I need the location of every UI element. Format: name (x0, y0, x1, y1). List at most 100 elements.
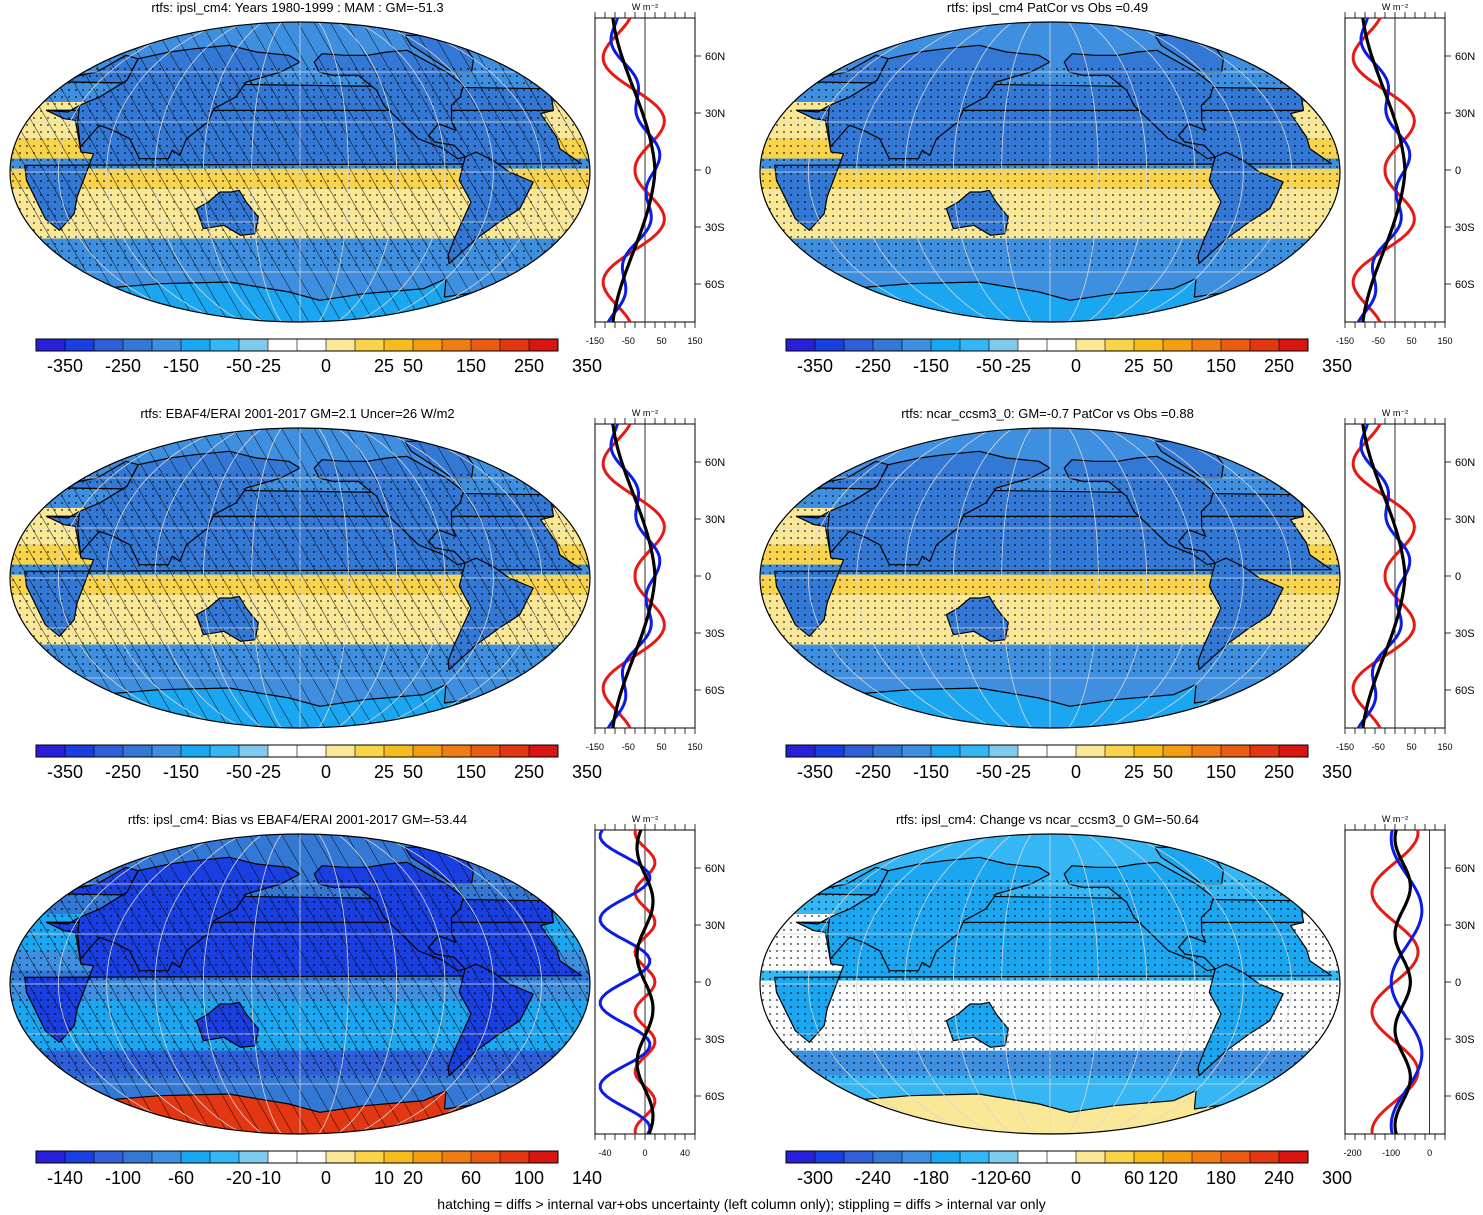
profile-x-label: 150 (687, 742, 702, 752)
graticule-meridian (952, 22, 1013, 322)
profile-x-label: -150 (1336, 336, 1354, 346)
colorbar-swatch (1018, 745, 1048, 757)
colorbar-swatch (1279, 745, 1309, 757)
colorbar-swatch (181, 745, 211, 757)
graticule-meridian (1068, 428, 1099, 728)
colorbar-frame (785, 1150, 1309, 1164)
colorbar-swatch (1134, 1151, 1164, 1163)
graticule-meridian (1106, 834, 1196, 1134)
colorbar-labels: -350 -250 -150 -50 -25 0 25 50 150 250 350 (35, 356, 602, 378)
panel-6: rtfs: ipsl_cm4: Change vs ncar_ccsm3_0 G… (750, 812, 1480, 1212)
colorbar-tick-label: -50 (975, 356, 1003, 376)
panel-title: rtfs: ipsl_cm4: Bias vs EBAF4/ERAI 2001-… (127, 812, 468, 827)
graticule-meridian (106, 428, 226, 728)
graticule-meridian (904, 22, 994, 322)
colorbar-labels: -300 -240 -180 -120 -60 0 60 120 180 240 300 (785, 1168, 1352, 1190)
graticule-meridian (356, 428, 446, 728)
graticule-meridian (807, 834, 957, 1134)
graticule-meridian (904, 428, 994, 728)
colorbar-tick-label: 150 (1205, 356, 1237, 376)
colorbar (35, 744, 559, 758)
colorbar-swatch (181, 1151, 211, 1163)
graticule-meridian (1124, 22, 1244, 322)
colorbar-tick-label: 250 (1263, 762, 1295, 782)
colorbar-swatch (239, 745, 269, 757)
panel-5: rtfs: ipsl_cm4: Bias vs EBAF4/ERAI 2001-… (0, 812, 730, 1212)
colorbar-swatch (1163, 1151, 1193, 1163)
colorbar-swatch (1163, 339, 1193, 351)
graticule-meridian (1087, 22, 1148, 322)
colorbar-tick-label: -300 (796, 1168, 834, 1188)
colorbar-tick-label: 350 (1321, 356, 1353, 376)
colorbar-swatch (786, 339, 816, 351)
colorbar-swatch (36, 339, 66, 351)
colorbar-swatch (786, 1151, 816, 1163)
colorbar-tick-label: 150 (1205, 762, 1237, 782)
colorbar-tick-label: -50 (225, 356, 253, 376)
colorbar-swatch (1076, 745, 1106, 757)
colorbar-tick-label: -250 (104, 762, 142, 782)
colorbar-swatch (123, 1151, 153, 1163)
colorbar-tick-label: -50 (225, 762, 253, 782)
colorbar-tick-label: -120 (970, 1168, 1008, 1188)
colorbar-frame (785, 338, 1309, 352)
graticule-meridian (393, 22, 543, 322)
profile-lat-label: 30N (1455, 920, 1475, 932)
colorbar-swatch (786, 745, 816, 757)
colorbar-swatch (297, 339, 327, 351)
colorbar-swatch (873, 339, 903, 351)
colorbar-tick-label: 150 (455, 356, 487, 376)
profile-lat-label: 60N (705, 51, 725, 63)
zonal-mean-profile: W m⁻² 60N 30N 0 30S 60S -150 -50 50 150 (1336, 2, 1475, 346)
graticule-meridian (856, 834, 976, 1134)
profile-x-label: 50 (1407, 742, 1417, 752)
colorbar-swatch (413, 745, 443, 757)
panel-3: rtfs: EBAF4/ERAI 2001-2017 GM=2.1 Uncer=… (0, 406, 730, 806)
profile-lat-label: 60S (705, 279, 725, 291)
zonal-mean-profile: W m⁻² 60N 30N 0 30S 60S -150 -50 50 150 (1336, 408, 1475, 752)
graticule-meridian (374, 834, 494, 1134)
colorbar-swatch (152, 1151, 182, 1163)
colorbar-tick-label: -25 (254, 762, 282, 782)
profile-unit: W m⁻² (1382, 408, 1408, 418)
colorbar-swatch (960, 745, 990, 757)
colorbar-swatch (1018, 339, 1048, 351)
colorbar-swatch (1221, 745, 1251, 757)
colorbar-swatch (65, 745, 95, 757)
profile-x-label: 50 (657, 742, 667, 752)
colorbar-swatch (1047, 745, 1077, 757)
map-border (759, 21, 1341, 323)
footnote: hatching = diffs > internal var+obs unce… (437, 1196, 1046, 1212)
colorbar-tick-label: 20 (402, 1168, 424, 1188)
profile-lat-label: 30N (705, 920, 725, 932)
profile-lat-label: 0 (1455, 571, 1461, 583)
profile-x-label: -150 (586, 742, 604, 752)
colorbar-swatch (1134, 339, 1164, 351)
profile-lat-label: 60N (1455, 457, 1475, 469)
colorbar-swatch (94, 339, 124, 351)
panel-title: rtfs: ipsl_cm4: Years 1980-1999 : MAM : … (151, 0, 444, 15)
graticule-meridian (57, 428, 207, 728)
profile-lat-label: 0 (1455, 165, 1461, 177)
colorbar-swatch (239, 1151, 269, 1163)
world-map (759, 21, 1341, 323)
graticule-meridian (202, 22, 263, 322)
colorbar-tick-label: 250 (1263, 356, 1295, 376)
colorbar-tick-label: -150 (162, 356, 200, 376)
world-map (759, 833, 1341, 1135)
graticule-meridian (393, 428, 543, 728)
profile-lat-label: 60S (705, 685, 725, 697)
colorbar-swatch (931, 745, 961, 757)
colorbar-swatch (960, 1151, 990, 1163)
graticule-meridian (1124, 428, 1244, 728)
colorbar-tick-label: -350 (46, 356, 84, 376)
colorbar-swatch (1192, 745, 1222, 757)
colorbar-tick-label: -250 (854, 356, 892, 376)
colorbar-tick-label: -50 (975, 762, 1003, 782)
profile-x-label: -50 (1372, 742, 1385, 752)
colorbar-swatch (123, 745, 153, 757)
colorbar-swatch (529, 339, 559, 351)
graticule-meridian (106, 834, 226, 1134)
colorbar-swatch (65, 1151, 95, 1163)
panel-title: rtfs: ncar_ccsm3_0: GM=-0.7 PatCor vs Ob… (901, 406, 1194, 421)
